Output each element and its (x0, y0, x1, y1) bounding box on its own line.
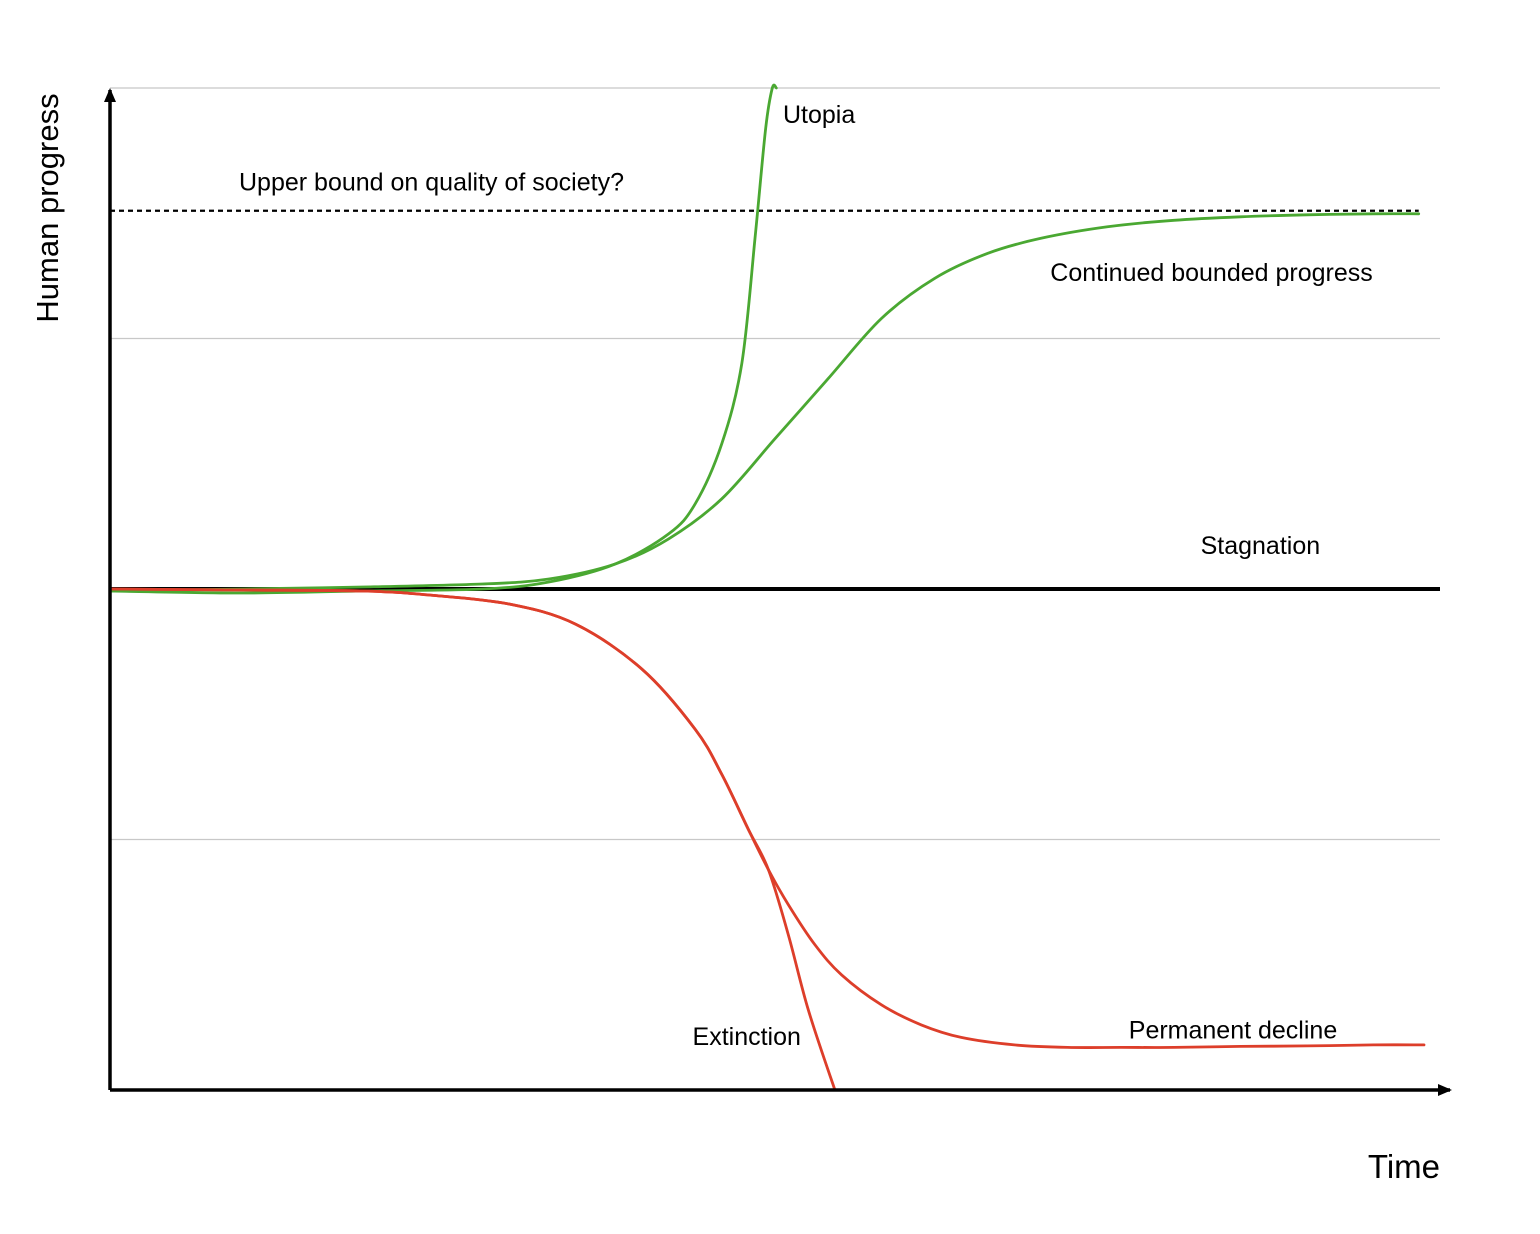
gridlines (110, 87, 1440, 841)
series-lines (108, 83, 1426, 1092)
annotation-bound: Upper bound on quality of society? (239, 169, 624, 197)
annotation-stagnation: Stagnation (1201, 532, 1321, 560)
y-axis-title: Human progress (30, 93, 65, 322)
annotation-utopia: Utopia (783, 101, 855, 129)
series-line-permanent-decline (108, 587, 1426, 1049)
reference-lines (110, 209, 1440, 591)
series-line-continued-bounded-progress (108, 212, 1421, 593)
annotation-decline: Permanent decline (1129, 1016, 1337, 1044)
annotations: Utopia Upper bound on quality of society?… (239, 101, 1373, 1051)
annotation-extinction: Extinction (693, 1023, 801, 1051)
annotation-bounded: Continued bounded progress (1050, 259, 1372, 287)
x-axis-title: Time (1368, 1148, 1440, 1185)
